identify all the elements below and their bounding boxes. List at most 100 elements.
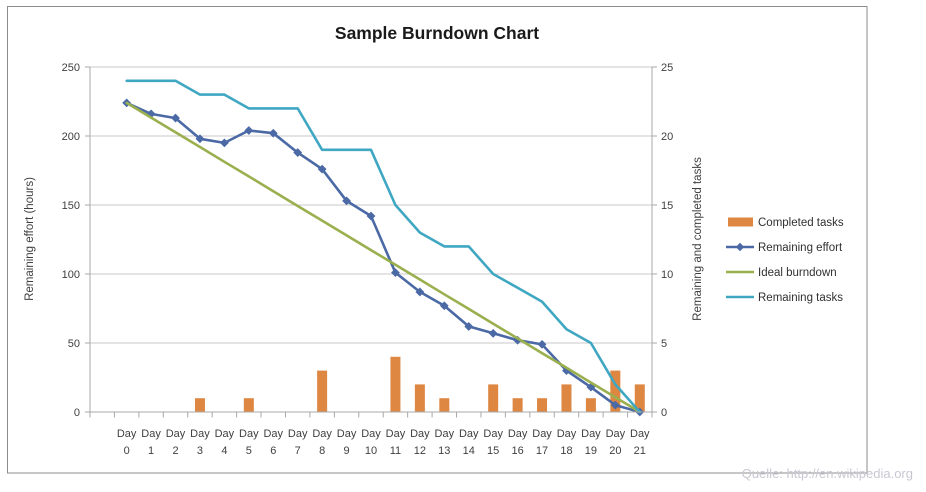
bar-day-20 xyxy=(610,370,621,412)
remaining-effort-marker xyxy=(366,211,376,221)
right-tick-label: 0 xyxy=(661,407,667,419)
remaining-effort-line xyxy=(125,101,642,414)
x-category-label-word: Day xyxy=(239,428,259,440)
left-tick-label: 150 xyxy=(62,200,80,212)
left-tick-label: 0 xyxy=(74,407,80,419)
bar-day-5 xyxy=(243,398,254,412)
remaining-effort-marker xyxy=(293,148,303,157)
x-category-label-number: 10 xyxy=(365,445,377,457)
x-category-label-word: Day xyxy=(630,428,650,440)
x-category-label-number: 0 xyxy=(124,445,130,457)
legend-label: Remaining tasks xyxy=(758,292,843,304)
x-category-label-number: 15 xyxy=(487,445,499,457)
left-tick-label: 100 xyxy=(62,269,80,281)
remaining-effort-marker xyxy=(219,138,229,148)
x-category-label-word: Day xyxy=(361,428,381,440)
axis-labels-layer: 0 50 100 150 200 250 0 5 10 15 20 25 Day 0 Day 1 Day 2 Day… xyxy=(62,62,674,457)
x-category-label-number: 1 xyxy=(148,445,154,457)
x-category-label-number: 19 xyxy=(585,445,597,457)
remaining-effort-marker xyxy=(317,164,327,174)
left-tick-label: 250 xyxy=(62,62,80,74)
ideal-burndown-line xyxy=(125,101,642,414)
x-category-label-word: Day xyxy=(386,428,406,440)
series-layer xyxy=(122,79,645,417)
legend-item-ideal-burndown: Ideal burndown xyxy=(726,267,837,279)
x-category-label-number: 12 xyxy=(414,445,426,457)
x-category-label-word: Day xyxy=(117,428,137,440)
legend-label: Completed tasks xyxy=(758,217,844,229)
x-category-label-word: Day xyxy=(508,428,528,440)
right-tick-label: 25 xyxy=(661,62,673,74)
x-category-label-number: 20 xyxy=(609,445,621,457)
legend-swatch-bar xyxy=(728,217,753,227)
legend-item-remaining-tasks: Remaining tasks xyxy=(726,292,843,304)
x-category-label-word: Day xyxy=(337,428,357,440)
bar-day-8 xyxy=(317,370,328,412)
x-category-label-word: Day xyxy=(312,428,332,440)
right-tick-label: 10 xyxy=(661,269,673,281)
x-category-label-word: Day xyxy=(581,428,601,440)
legend-swatch-marker xyxy=(735,242,745,252)
remaining-effort-marker xyxy=(391,268,400,278)
bar-day-21 xyxy=(634,384,645,412)
x-category-label-number: 3 xyxy=(197,445,203,457)
remaining-effort-marker xyxy=(439,301,449,311)
x-category-label-number: 2 xyxy=(172,445,178,457)
x-category-label-number: 17 xyxy=(536,445,548,457)
remaining-effort-marker xyxy=(464,322,474,331)
remaining-effort-marker xyxy=(415,287,425,297)
bar-day-15 xyxy=(488,384,499,412)
right-tick-label: 5 xyxy=(661,338,667,350)
axes-layer xyxy=(85,66,657,418)
bar-day-3 xyxy=(194,398,205,412)
x-category-label-word: Day xyxy=(606,428,626,440)
x-category-label-number: 8 xyxy=(319,445,325,457)
bar-day-13 xyxy=(439,398,450,412)
remaining-effort-marker xyxy=(146,109,156,119)
legend-label: Ideal burndown xyxy=(758,267,837,279)
remaining-effort-marker xyxy=(537,339,547,349)
left-axis-title: Remaining effort (hours) xyxy=(24,177,36,301)
bar-day-12 xyxy=(414,384,425,412)
legend-label: Remaining effort xyxy=(758,242,843,254)
x-category-label-number: 9 xyxy=(344,445,350,457)
x-category-label-number: 14 xyxy=(463,445,475,457)
remaining-effort-marker xyxy=(268,128,278,138)
bar-day-11 xyxy=(390,356,401,412)
x-category-label-word: Day xyxy=(215,428,235,440)
x-category-label-word: Day xyxy=(288,428,308,440)
remaining-effort-marker xyxy=(342,196,351,206)
chart-title: Sample Burndown Chart xyxy=(335,23,539,43)
watermark-source-text: Quelle: http://en.wikipedia.org xyxy=(742,466,913,481)
x-category-label-word: Day xyxy=(410,428,430,440)
legend-item-remaining-effort: Remaining effort xyxy=(726,242,843,254)
x-category-label-word: Day xyxy=(141,428,161,440)
x-category-label-number: 6 xyxy=(270,445,276,457)
right-tick-label: 15 xyxy=(661,200,673,212)
chart-border xyxy=(7,6,868,474)
bar-day-16 xyxy=(512,398,523,412)
legend: Completed tasks Remaining effort Ideal bur… xyxy=(726,217,844,304)
x-category-label-word: Day xyxy=(532,428,552,440)
remaining-tasks-line xyxy=(125,79,642,414)
x-category-label-word: Day xyxy=(557,428,577,440)
bar-day-18 xyxy=(561,384,572,412)
x-category-label-word: Day xyxy=(459,428,479,440)
remaining-effort-marker xyxy=(195,134,205,144)
x-category-label-word: Day xyxy=(483,428,503,440)
x-category-label-word: Day xyxy=(190,428,210,440)
x-category-label-word: Day xyxy=(166,428,186,440)
x-category-label-number: 21 xyxy=(634,445,646,457)
x-category-label-number: 5 xyxy=(246,445,252,457)
x-category-label-word: Day xyxy=(263,428,283,440)
bar-day-17 xyxy=(537,398,548,412)
x-category-label-number: 18 xyxy=(560,445,572,457)
x-category-label-number: 16 xyxy=(511,445,523,457)
remaining-effort-marker xyxy=(488,328,498,338)
right-tick-label: 20 xyxy=(661,131,673,143)
x-category-label-number: 4 xyxy=(221,445,227,457)
remaining-effort-marker xyxy=(244,126,254,135)
x-category-label-word: Day xyxy=(435,428,455,440)
